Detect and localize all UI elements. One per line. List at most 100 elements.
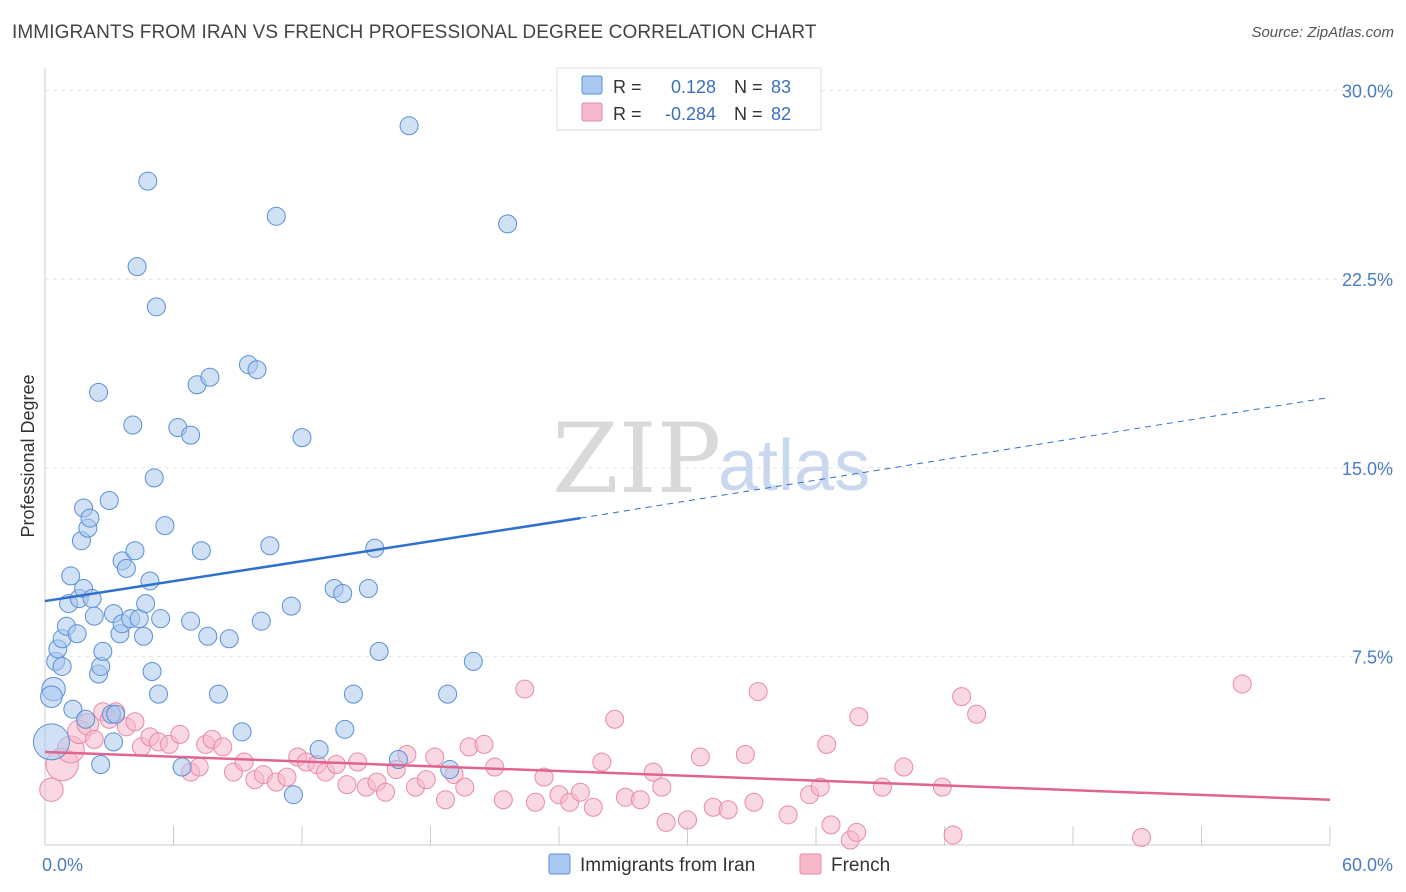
point-french — [376, 782, 396, 802]
point-iran — [155, 516, 175, 536]
point-french — [718, 800, 738, 820]
point-french — [534, 767, 554, 787]
stats-swatch-iran — [581, 75, 603, 95]
point-iran — [123, 415, 143, 435]
point-iran — [399, 116, 419, 136]
point-french — [583, 797, 603, 817]
point-french — [455, 777, 475, 797]
point-french — [234, 752, 254, 772]
point-iran — [181, 611, 201, 631]
point-french — [170, 724, 190, 744]
point-iran — [260, 536, 280, 556]
point-iran — [335, 719, 355, 739]
point-iran — [333, 584, 353, 604]
point-iran — [251, 611, 271, 631]
point-iran — [309, 739, 329, 759]
point-french — [943, 825, 963, 845]
point-iran — [247, 360, 267, 380]
point-french — [435, 790, 455, 810]
point-french — [656, 812, 676, 832]
point-french — [735, 744, 755, 764]
stats-r-value-iran: 0.128 — [671, 77, 716, 97]
point-french — [652, 777, 672, 797]
y-tick-label: 7.5% — [1352, 647, 1393, 667]
chart-source: Source: ZipAtlas.com — [1251, 24, 1394, 41]
point-french — [425, 747, 445, 767]
watermark-atlas: atlas — [718, 426, 870, 506]
watermark: ZIP atlas — [552, 403, 870, 515]
point-iran — [99, 490, 119, 510]
y-tick-label: 22.5% — [1342, 270, 1393, 290]
point-iran — [172, 757, 192, 777]
point-iran — [40, 685, 63, 708]
point-french — [348, 752, 368, 772]
point-iran — [125, 541, 145, 561]
point-french — [84, 729, 104, 749]
stats-r-label-iran: R = — [613, 77, 642, 97]
point-french — [592, 752, 612, 772]
point-iran — [80, 508, 100, 528]
point-iran — [127, 257, 147, 277]
point-iran — [136, 594, 156, 614]
point-french — [515, 679, 535, 699]
point-iran — [144, 468, 164, 488]
point-french — [570, 782, 590, 802]
point-iran — [140, 571, 160, 591]
point-iran — [61, 566, 81, 586]
legend-swatch-iran — [548, 853, 571, 875]
point-french — [810, 777, 830, 797]
trend-line-iran-projection — [580, 396, 1331, 519]
stats-swatch-french — [581, 102, 603, 122]
point-iran — [181, 425, 201, 445]
point-french — [485, 757, 505, 777]
stats-n-value-french: 82 — [771, 104, 791, 124]
point-french — [213, 737, 233, 757]
series-iran — [32, 116, 518, 805]
point-iran — [151, 609, 171, 629]
point-french — [748, 682, 768, 702]
point-iran — [463, 651, 483, 671]
point-iran — [208, 684, 228, 704]
point-french — [277, 767, 297, 787]
point-iran — [138, 171, 158, 191]
point-iran — [116, 558, 136, 578]
y-axis-label: Professional Degree — [18, 374, 38, 537]
trend-line-french — [44, 750, 1331, 801]
point-iran — [219, 629, 239, 649]
trend-lines — [44, 396, 1331, 801]
trend-line-iran — [44, 516, 581, 603]
point-french — [849, 707, 869, 727]
point-french — [817, 734, 837, 754]
point-french — [952, 687, 972, 707]
point-iran — [106, 704, 126, 724]
y-tick-label: 30.0% — [1342, 82, 1393, 102]
point-iran — [281, 596, 301, 616]
point-french — [821, 815, 841, 835]
point-french — [39, 777, 64, 802]
point-french — [744, 792, 764, 812]
point-french — [690, 747, 710, 767]
x-tick-label: 0.0% — [42, 855, 83, 875]
stats-n-label-french: N = — [734, 104, 763, 124]
point-french — [894, 757, 914, 777]
point-iran — [52, 656, 72, 676]
legend-label-iran: Immigrants from Iran — [580, 855, 755, 876]
point-french — [778, 805, 798, 825]
point-iran — [104, 732, 124, 752]
point-french — [337, 775, 357, 795]
point-french — [605, 709, 625, 729]
point-iran — [32, 723, 70, 761]
x-tick-label: 60.0% — [1342, 855, 1393, 875]
stats-r-value-french: -0.284 — [665, 104, 716, 124]
point-french — [326, 755, 346, 775]
point-iran — [266, 206, 286, 226]
point-french — [967, 704, 987, 724]
point-french — [125, 712, 145, 732]
y-tick-label: 15.0% — [1342, 459, 1393, 479]
point-french — [189, 757, 209, 777]
point-iran — [76, 709, 96, 729]
point-iran — [84, 606, 104, 626]
point-iran — [440, 760, 460, 780]
point-french — [1132, 827, 1152, 847]
